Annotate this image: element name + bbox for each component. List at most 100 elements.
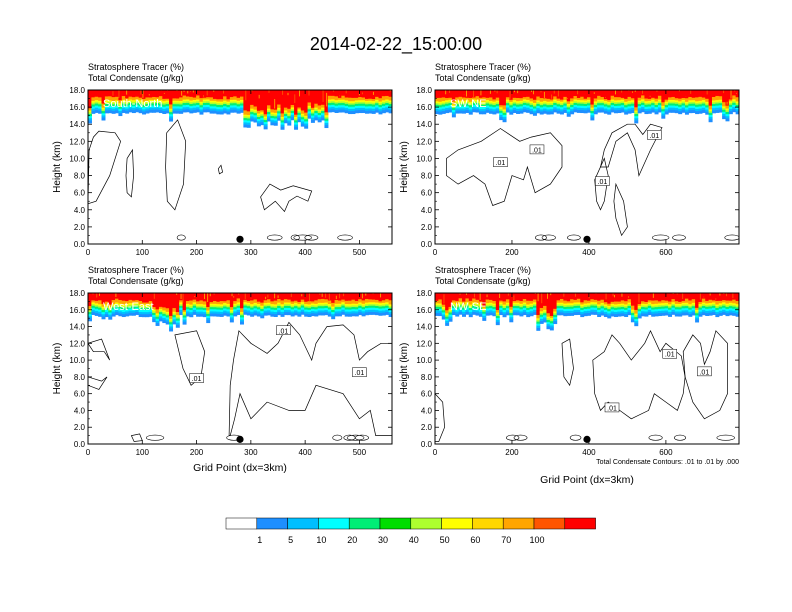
- tracer-band: [212, 110, 217, 114]
- tracer-band: [502, 306, 507, 308]
- tracer-band: [388, 311, 392, 315]
- tracer-band: [630, 103, 635, 106]
- tracer-band: [576, 311, 581, 315]
- condensate-contour: [332, 434, 343, 441]
- tracer-band: [583, 306, 588, 310]
- tracer-band: [684, 101, 689, 104]
- tracer-band: [104, 305, 109, 308]
- tracer-band: [88, 293, 92, 307]
- tracer-band: [546, 293, 551, 314]
- tracer-band: [199, 104, 204, 108]
- tracer-band: [715, 293, 720, 301]
- tracer-band: [468, 90, 473, 98]
- tracer-band: [314, 108, 319, 111]
- panel-subtitle-tracer: Stratosphere Tracer (%): [88, 265, 184, 275]
- tracer-band: [98, 300, 103, 305]
- tracer-band: [145, 102, 150, 105]
- tracer-band: [388, 313, 392, 318]
- tracer-band: [512, 103, 517, 106]
- tracer-band: [158, 310, 163, 313]
- tracer-band: [354, 306, 359, 310]
- tracer-band: [570, 104, 575, 108]
- tracer-band: [492, 308, 497, 312]
- tracer-band: [725, 105, 730, 109]
- tracer-band: [458, 102, 463, 105]
- tracer-band: [715, 101, 720, 104]
- tracer-band: [701, 90, 706, 98]
- tracer-band: [603, 100, 608, 103]
- tracer-band: [135, 311, 140, 315]
- tracer-band: [570, 108, 575, 112]
- tracer-band: [158, 107, 163, 111]
- tracer-band: [135, 90, 140, 97]
- tracer-band: [590, 307, 595, 310]
- panel-subtitle-condensate: Total Condensate (g/kg): [88, 73, 184, 83]
- tracer-band: [364, 298, 369, 303]
- tracer-band: [657, 90, 662, 96]
- tracer-band: [189, 105, 194, 109]
- tracer-band: [324, 293, 329, 300]
- tracer-band: [499, 305, 504, 308]
- tracer-band: [549, 293, 554, 316]
- y-axis-label: Height (km): [399, 141, 410, 193]
- tracer-band: [539, 111, 544, 115]
- tracer-band: [371, 110, 376, 114]
- tracer-band: [111, 110, 116, 114]
- tracer-band: [465, 97, 470, 101]
- tracer-band: [448, 312, 453, 315]
- tracer-band: [620, 293, 625, 301]
- tracer-band: [711, 107, 716, 111]
- tracer-band: [91, 90, 96, 98]
- tracer-band: [321, 104, 326, 108]
- tracer-band: [101, 112, 106, 116]
- tracer-band: [375, 96, 380, 100]
- tracer-band: [590, 90, 595, 105]
- tracer-band: [583, 107, 588, 111]
- tracer-band: [472, 309, 477, 312]
- tracer-band: [185, 108, 190, 113]
- tracer-band: [539, 314, 544, 317]
- tracer-band: [121, 101, 126, 104]
- tracer-band: [351, 303, 356, 306]
- tracer-band: [614, 109, 618, 114]
- tracer-band: [556, 110, 561, 114]
- y-tick-label: 6.0: [421, 189, 433, 198]
- tracer-band: [385, 100, 390, 103]
- tracer-band: [546, 103, 551, 106]
- tracer-band: [529, 306, 534, 310]
- tracer-band: [317, 293, 322, 300]
- tracer-band: [324, 298, 329, 303]
- tracer-band: [98, 108, 103, 111]
- tracer-band: [256, 113, 261, 116]
- tracer-band: [98, 102, 103, 105]
- tracer-band: [331, 311, 336, 315]
- tracer-band: [610, 306, 615, 310]
- tracer-band: [256, 114, 261, 117]
- tracer-band: [219, 90, 224, 100]
- tracer-band: [728, 110, 733, 115]
- tracer-band: [125, 308, 130, 312]
- panel-sw-ne: Stratosphere Tracer (%)Total Condensate …: [399, 62, 740, 257]
- tracer-band: [138, 311, 143, 315]
- tracer-streak: [614, 294, 615, 298]
- contour-label: .01: [192, 376, 202, 383]
- tracer-band: [260, 305, 265, 308]
- tracer-band: [175, 324, 180, 328]
- tracer-band: [243, 114, 248, 117]
- tracer-band: [570, 312, 575, 316]
- tracer-band: [688, 101, 693, 104]
- tracer-band: [304, 311, 309, 314]
- tracer-band: [138, 103, 143, 106]
- condensate-contour: [228, 321, 392, 436]
- tracer-band: [681, 90, 686, 98]
- condensate-contour: [724, 234, 739, 241]
- tracer-band: [678, 307, 683, 310]
- tracer-band: [267, 305, 271, 309]
- tracer-streak: [290, 293, 292, 297]
- tracer-band: [546, 111, 551, 115]
- tracer-band: [202, 301, 207, 305]
- tracer-band: [475, 293, 480, 300]
- tracer-band: [624, 109, 629, 112]
- tracer-band: [223, 102, 228, 105]
- tracer-band: [532, 106, 537, 109]
